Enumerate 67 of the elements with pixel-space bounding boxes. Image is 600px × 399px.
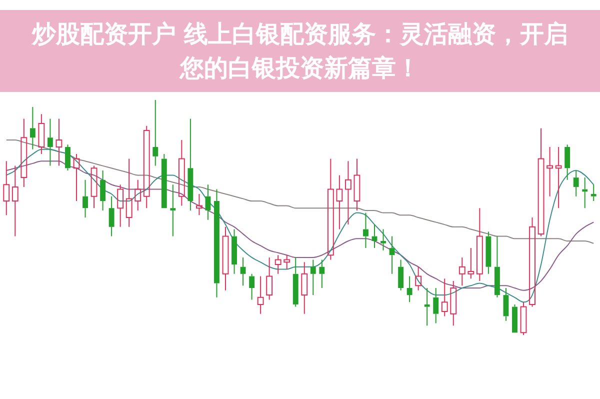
candlestick bbox=[564, 144, 570, 180]
candlestick bbox=[38, 114, 45, 155]
candlestick bbox=[90, 165, 98, 209]
candlestick bbox=[20, 118, 28, 188]
candlestick bbox=[47, 118, 53, 166]
candlestick bbox=[336, 174, 343, 230]
candlestick bbox=[406, 276, 412, 303]
candlestick bbox=[214, 188, 220, 298]
candlestick bbox=[344, 160, 352, 226]
candlestick bbox=[380, 228, 386, 251]
candlestick bbox=[117, 184, 124, 228]
candlestick bbox=[274, 254, 282, 274]
candlestick bbox=[3, 160, 10, 216]
candlestick bbox=[415, 266, 422, 291]
candlestick bbox=[441, 278, 448, 317]
candlestick bbox=[354, 158, 360, 211]
candlestick bbox=[257, 276, 264, 314]
candlestick bbox=[468, 248, 474, 280]
candlestick bbox=[170, 184, 176, 237]
candlestick bbox=[178, 139, 185, 206]
candlestick bbox=[573, 170, 579, 197]
candlestick bbox=[152, 100, 158, 166]
candlestick bbox=[134, 179, 142, 211]
candlestick bbox=[292, 256, 298, 308]
candlestick bbox=[30, 106, 36, 150]
candlestick bbox=[529, 217, 536, 308]
candlestick bbox=[327, 158, 334, 260]
candlestick bbox=[433, 288, 439, 324]
candlestick bbox=[82, 179, 88, 218]
candlestick bbox=[12, 165, 18, 237]
candlestick bbox=[196, 194, 202, 216]
candlestick bbox=[232, 228, 237, 274]
candlestick bbox=[486, 231, 492, 274]
candlestick bbox=[56, 118, 62, 166]
candlestick bbox=[143, 125, 150, 209]
candlestick bbox=[310, 259, 316, 296]
candlestick bbox=[301, 262, 308, 314]
candlestick bbox=[590, 184, 596, 202]
candlestick bbox=[503, 288, 509, 322]
candlestick bbox=[538, 128, 544, 237]
candlestick bbox=[555, 146, 562, 209]
candlestick bbox=[65, 144, 70, 171]
candlestick bbox=[205, 184, 211, 220]
candlestick bbox=[512, 304, 518, 333]
candlestick bbox=[222, 226, 229, 291]
candlestick bbox=[450, 280, 457, 326]
candlestick bbox=[240, 256, 246, 286]
candlestick bbox=[494, 236, 500, 298]
candlestick bbox=[188, 118, 194, 211]
candlestick bbox=[161, 154, 167, 208]
candlestick bbox=[284, 254, 290, 270]
candlestick bbox=[73, 154, 80, 202]
candlestick bbox=[363, 212, 368, 249]
candlestick bbox=[476, 208, 483, 282]
candlestick bbox=[520, 302, 527, 336]
chart-title: 炒股配资开户 线上白银配资服务：灵活融资，开启您的白银投资新篇章！ bbox=[30, 19, 570, 84]
candlestick bbox=[249, 273, 255, 300]
candlestick bbox=[546, 146, 554, 197]
candlestick bbox=[108, 196, 114, 237]
candlestick bbox=[319, 259, 325, 288]
candlestick bbox=[266, 256, 273, 300]
candlestick bbox=[126, 158, 132, 228]
candlestick bbox=[389, 236, 395, 274]
candlestick bbox=[458, 256, 466, 286]
candlestick bbox=[100, 170, 106, 211]
candlestick bbox=[424, 288, 430, 326]
candlestick bbox=[398, 259, 404, 291]
